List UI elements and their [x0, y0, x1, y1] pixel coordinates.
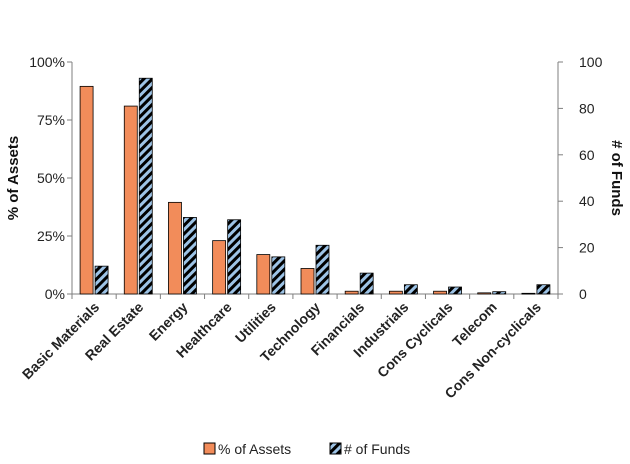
- bar-funds: [359, 272, 374, 295]
- y-tick-label-left: 0%: [45, 286, 65, 302]
- bar-assets: [168, 201, 182, 295]
- y-axis-right-title: # of Funds: [608, 140, 625, 216]
- bar-assets: [123, 105, 138, 295]
- bar-funds: [227, 219, 242, 295]
- legend-swatch-assets: [203, 442, 216, 455]
- y-tick-label-right: 100: [579, 54, 603, 70]
- bar-funds: [94, 265, 109, 295]
- bar-assets: [212, 240, 227, 295]
- legend-swatch-funds: [329, 442, 342, 455]
- bar-assets: [344, 290, 359, 295]
- bar-funds: [448, 286, 462, 295]
- y-tick-label-right: 60: [579, 147, 595, 163]
- axes: 0% 25% 50% 75% 100% 0 20 40 60 80 100: [29, 54, 602, 302]
- legend-label-assets: % of Assets: [218, 441, 291, 457]
- y-tick-label-right: 0: [579, 286, 587, 302]
- bar-funds: [138, 77, 153, 295]
- y-tick-label-right: 20: [579, 240, 595, 256]
- legend: % of Assets # of Funds: [203, 441, 410, 457]
- x-tick-label: Cons Cyclicals: [374, 299, 456, 381]
- bar-funds: [183, 217, 197, 295]
- bar-assets: [477, 292, 492, 295]
- bar-assets: [256, 254, 271, 295]
- bar-funds: [403, 284, 418, 295]
- y-tick-label-right: 40: [579, 193, 595, 209]
- bar-funds: [271, 256, 286, 295]
- bar-funds: [492, 291, 507, 295]
- y-tick-label-left: 75%: [37, 112, 65, 128]
- x-tick-label: Basic Materials: [19, 299, 103, 383]
- bar-assets: [388, 290, 403, 295]
- bar-assets: [521, 292, 536, 295]
- y-axis-left-title: % of Assets: [5, 136, 22, 220]
- bars: [79, 77, 551, 295]
- y-tick-label-right: 80: [579, 100, 595, 116]
- y-tick-label-left: 25%: [37, 228, 65, 244]
- legend-label-funds: # of Funds: [344, 441, 410, 457]
- bar-funds: [536, 284, 551, 295]
- bar-funds: [315, 244, 330, 295]
- bar-assets: [300, 268, 315, 295]
- bar-assets: [433, 290, 447, 295]
- y-tick-label-left: 50%: [37, 170, 65, 186]
- bar-assets: [79, 85, 94, 295]
- y-tick-label-left: 100%: [29, 54, 65, 70]
